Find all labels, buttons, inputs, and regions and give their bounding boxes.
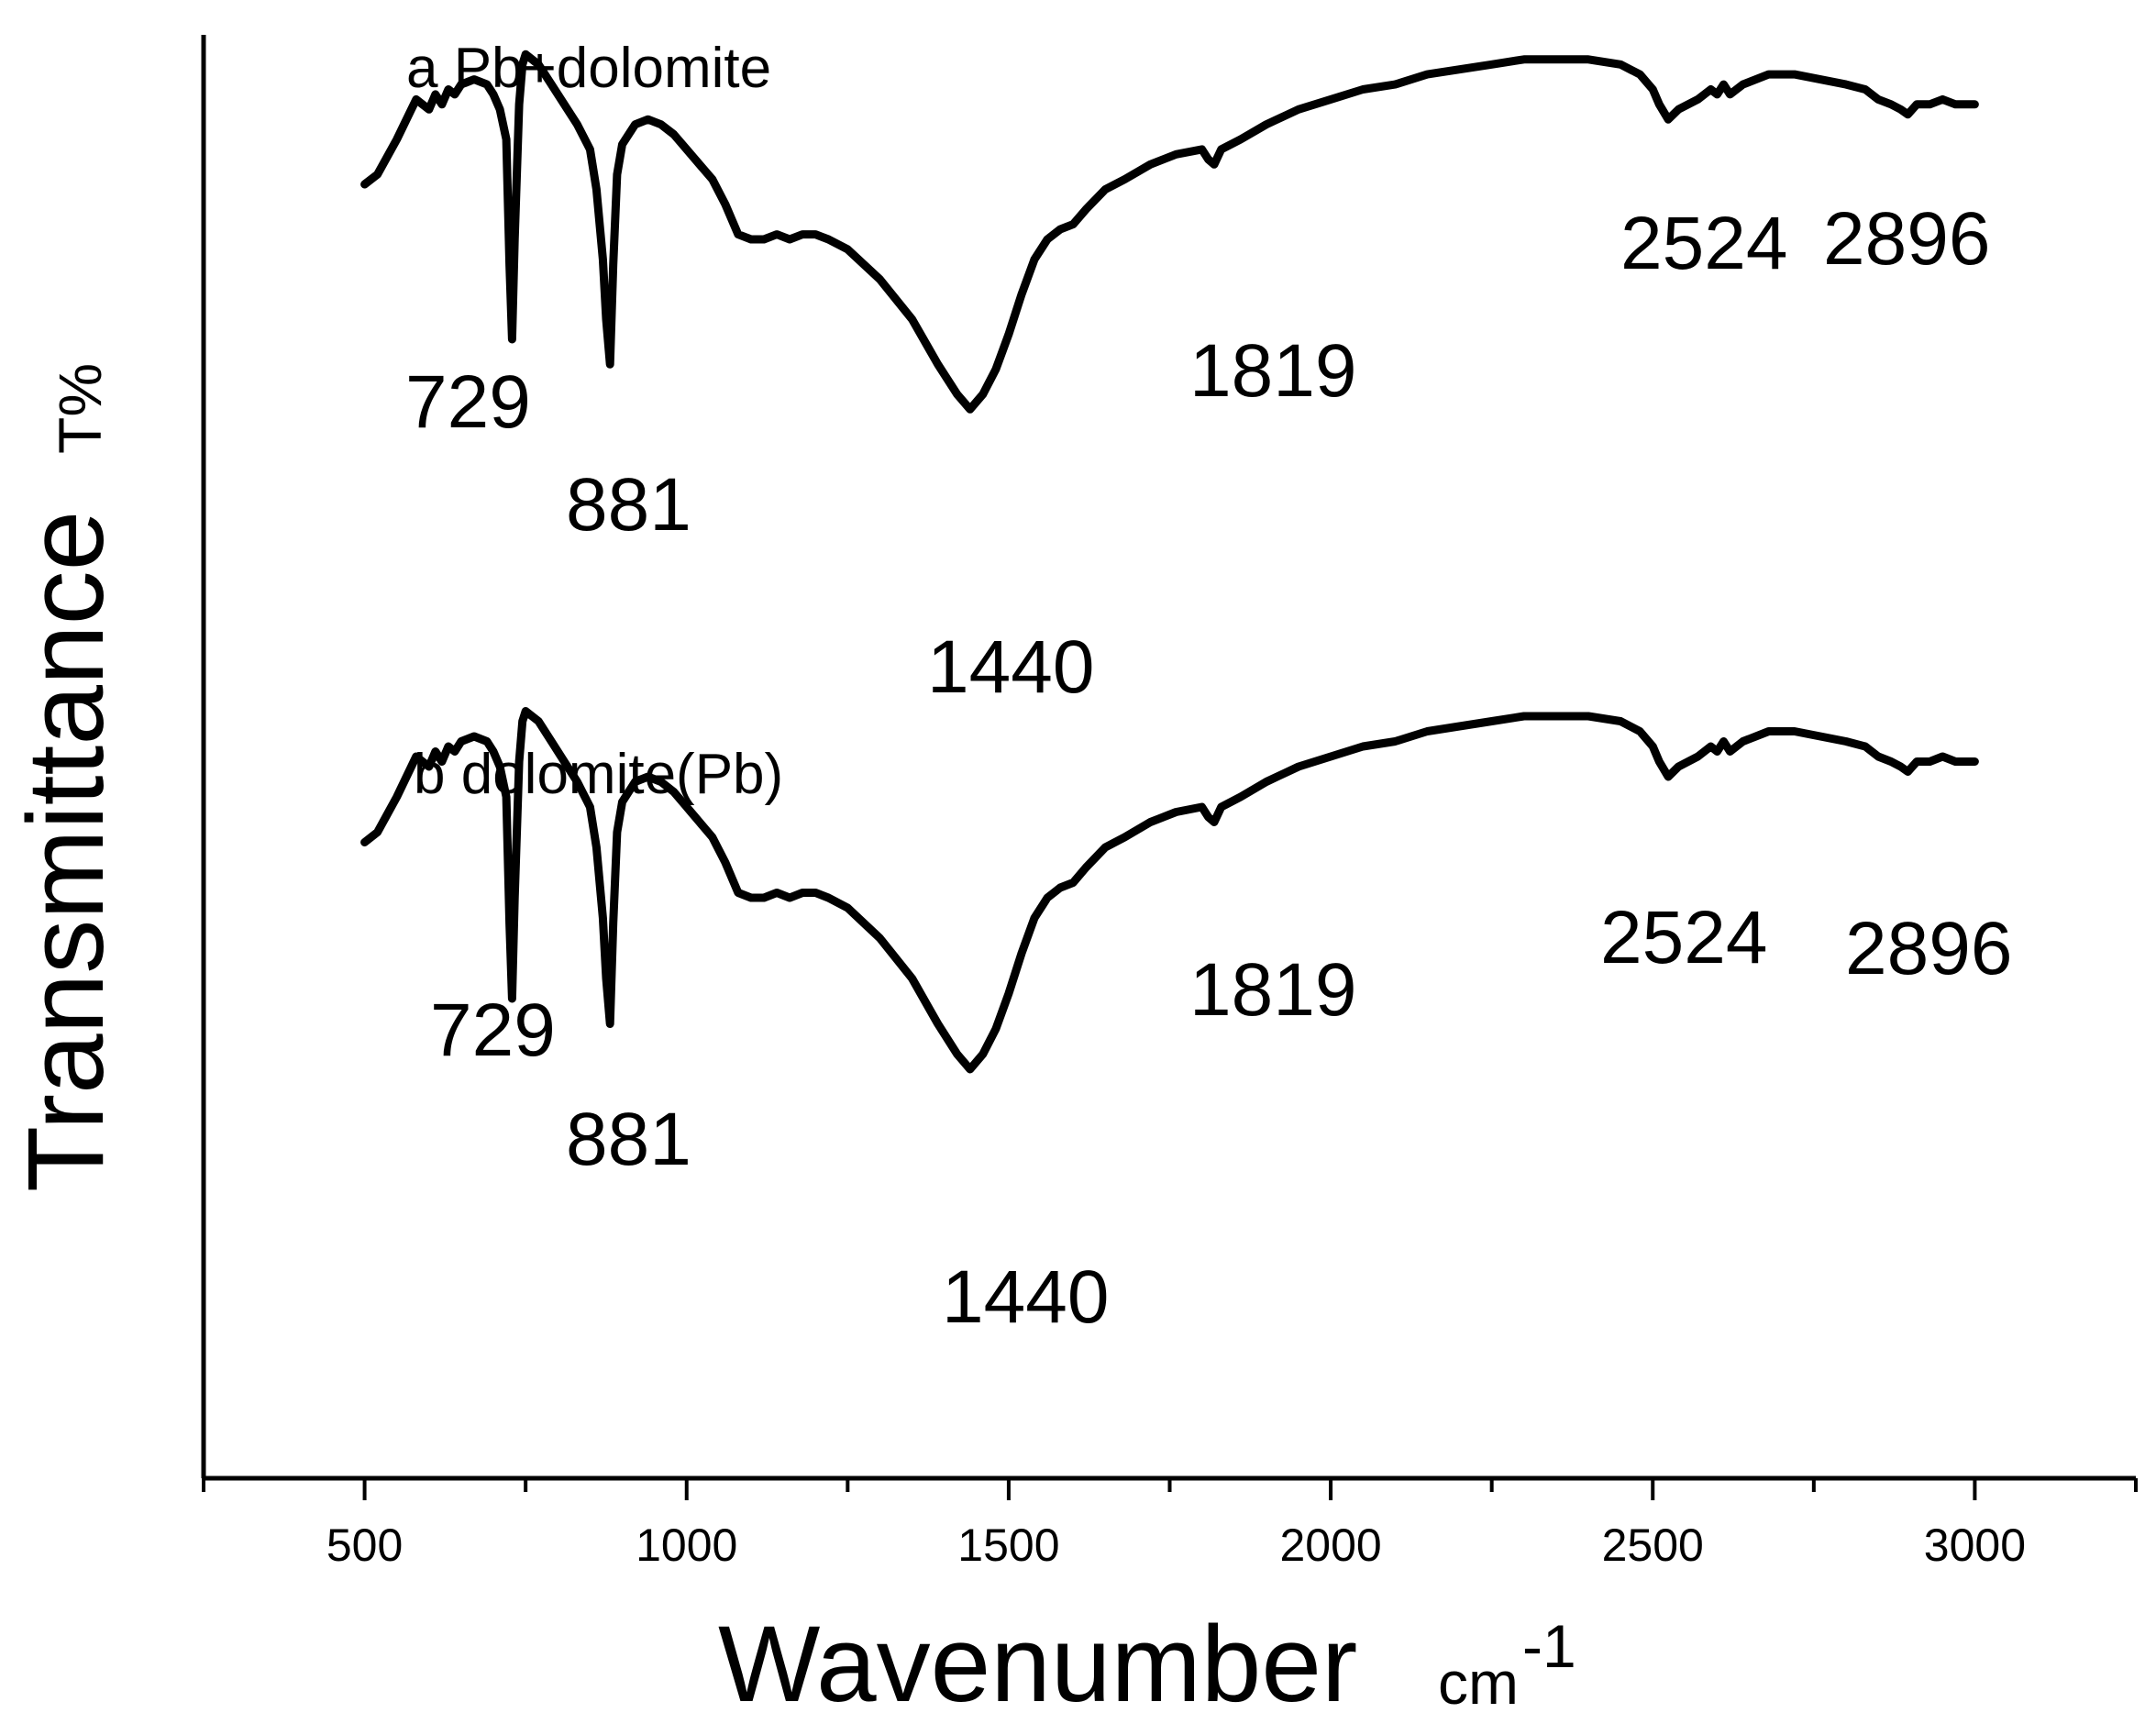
y-axis-unit: T% [46, 363, 114, 454]
peak-label: 1440 [942, 1255, 1109, 1339]
x-axis-unit-exponent: -1 [1522, 1612, 1576, 1680]
series-labels: a Pb+dolomite b dolomite(Pb) [406, 37, 783, 806]
y-axis-title: Transmittance [6, 511, 127, 1192]
peak-label: 1819 [1189, 948, 1356, 1032]
peak-label: 1440 [927, 625, 1094, 709]
x-tick-label: 1500 [957, 1520, 1059, 1571]
peak-label: 881 [566, 1098, 691, 1181]
peak-label: 881 [566, 463, 691, 547]
x-tick-label: 500 [326, 1520, 403, 1571]
x-tick-label: 3000 [1924, 1520, 2026, 1571]
peak-label: 2896 [1823, 197, 1990, 281]
x-tick-label: 1000 [636, 1520, 737, 1571]
peak-label: 2524 [1620, 202, 1787, 285]
x-tick-label: 2000 [1279, 1520, 1381, 1571]
x-tick-label: 2500 [1602, 1520, 1704, 1571]
series-line-b [360, 707, 1979, 1074]
peak-label: 729 [405, 360, 531, 444]
series-label-a: a Pb+dolomite [406, 37, 771, 100]
series-label-b: b dolomite(Pb) [414, 743, 783, 806]
peak-label: 1819 [1189, 329, 1356, 413]
peak-label: 729 [430, 989, 556, 1072]
peak-label: 2524 [1600, 896, 1767, 979]
x-axis-tick-labels: 500 1000 1500 2000 2500 3000 [326, 1520, 2026, 1571]
peak-label: 2896 [1845, 907, 2012, 990]
x-axis-unit: cm [1438, 1649, 1519, 1713]
x-axis-ticks [202, 1478, 2138, 1500]
x-axis-title: Wavenumber [718, 1604, 1357, 1713]
series-line-a [360, 50, 1979, 414]
series-group [360, 50, 1979, 1074]
